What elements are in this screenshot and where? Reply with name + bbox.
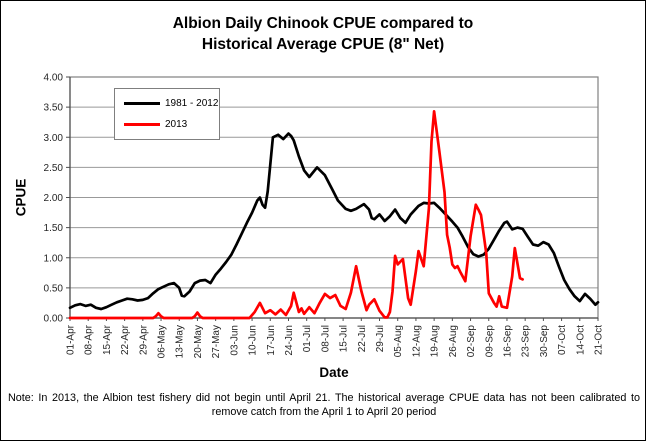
x-tick-label: 22-Apr (120, 324, 131, 355)
footnote: Note: In 2013, the Albion test fishery d… (8, 392, 640, 418)
legend-item-historical: 1981 - 2012 (124, 98, 219, 109)
y-axis-title: CPUE (13, 178, 29, 217)
x-tick-label: 19-Aug (430, 325, 441, 357)
x-tick-label: 26-Aug (448, 325, 459, 357)
y-tick-label: 1.00 (44, 253, 64, 264)
x-tick-label: 16-Sep (502, 325, 513, 358)
x-tick-label: 29-Apr (138, 324, 149, 355)
legend: 1981 - 2012 2013 (114, 88, 220, 140)
x-axis-title: Date (319, 365, 349, 380)
x-tick-label: 12-Aug (411, 325, 422, 357)
legend-label-2013: 2013 (165, 118, 188, 130)
y-tick-label: 2.00 (44, 193, 64, 204)
x-tick-label: 05-Aug (393, 325, 404, 357)
chart-title-line2: Historical Average CPUE (8" Net) (201, 36, 445, 53)
x-tick-label: 08-Apr (84, 324, 95, 355)
x-tick-label: 02-Sep (466, 325, 477, 358)
chart-title-line1: Albion Daily Chinook CPUE compared to (172, 15, 474, 32)
x-tick-label: 15-Apr (102, 324, 113, 355)
y-tick-label: 3.50 (44, 103, 64, 114)
x-tick-label: 09-Sep (484, 325, 495, 358)
x-tick-label: 23-Sep (521, 325, 532, 358)
y-tick-label: 0.50 (44, 283, 64, 294)
red-line-sample-icon (124, 122, 160, 126)
series-line-historical (68, 132, 600, 311)
x-tick-label: 07-Oct (557, 325, 568, 355)
legend-label-historical: 1981 - 2012 (165, 98, 219, 110)
x-tick-label: 29-Jul (375, 325, 386, 352)
y-tick-label: 4.00 (44, 73, 64, 84)
x-tick-label: 15-Jul (339, 325, 350, 352)
x-tick-label: 24-Jun (284, 325, 295, 356)
x-tick-label: 01-Jul (302, 325, 313, 352)
x-tick-label: 03-Jun (229, 325, 240, 356)
x-tick-label: 01-Apr (66, 324, 77, 355)
x-tick-label: 08-Jul (320, 325, 331, 352)
x-tick-label: 14-Oct (575, 325, 586, 355)
x-tick-label: 20-May (193, 325, 204, 358)
black-line-sample-icon (124, 102, 160, 106)
series-line-2013 (68, 109, 524, 320)
x-tick-label: 06-May (157, 325, 168, 358)
y-tick-label: 1.50 (44, 223, 64, 234)
chart-title: Albion Daily Chinook CPUE compared to Hi… (1, 13, 645, 55)
x-tick-label: 13-May (175, 325, 186, 358)
legend-item-2013: 2013 (124, 119, 219, 130)
x-tick-label: 10-Jun (248, 325, 259, 356)
x-tick-label: 27-May (211, 325, 222, 358)
y-tick-label: 3.00 (44, 133, 64, 144)
y-tick-label: 2.50 (44, 163, 64, 174)
x-tick-label: 17-Jun (266, 325, 277, 356)
x-tick-label: 30-Sep (539, 325, 550, 358)
x-tick-label: 21-Oct (594, 325, 605, 355)
x-tick-label: 22-Jul (357, 325, 368, 352)
y-tick-label: 0.00 (44, 314, 64, 325)
